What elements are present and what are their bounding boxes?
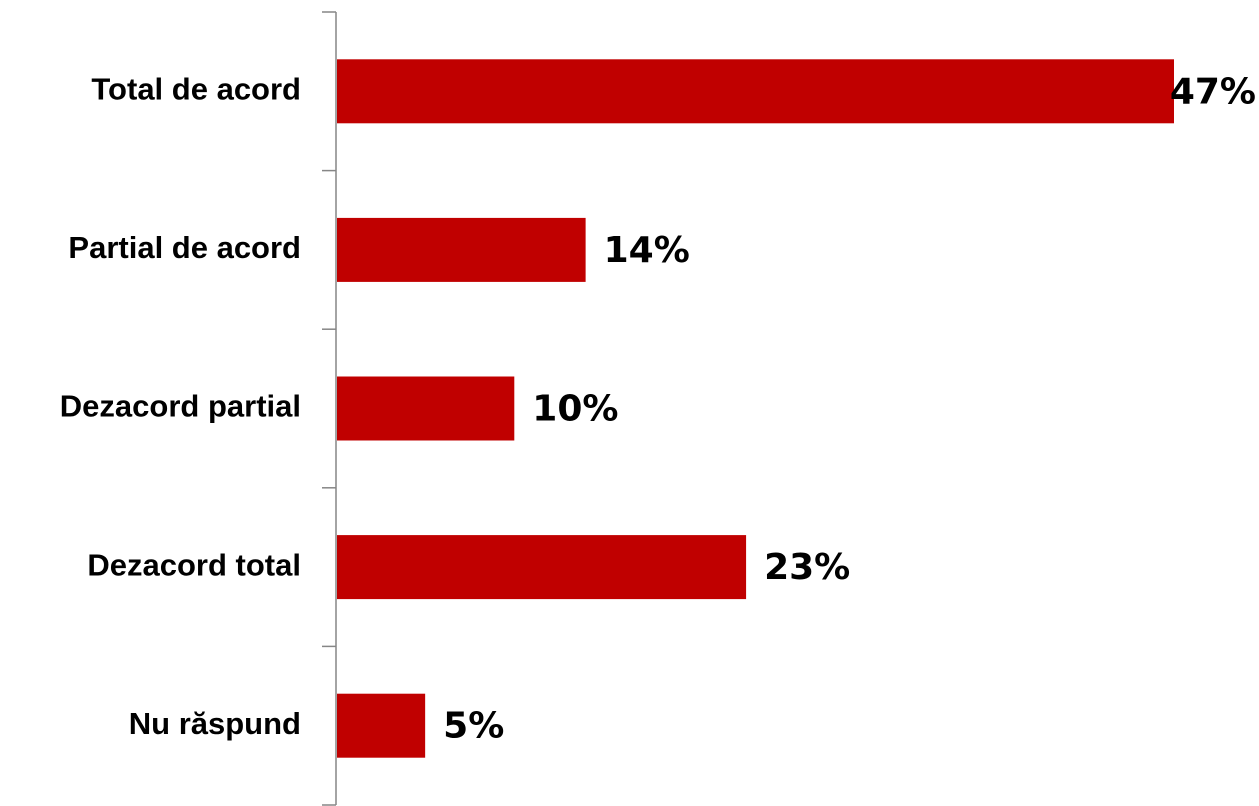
axis-layer: [322, 11, 337, 806]
data-label: 14%: [604, 230, 690, 271]
category-label: Nu răspund: [129, 706, 301, 741]
category-label: Partial de acord: [68, 230, 301, 265]
bar: [337, 535, 747, 600]
bar: [337, 693, 426, 758]
label-layer: Total de acord 47% Partial de acord 14% Deza…: [60, 71, 1256, 746]
bar: [337, 376, 515, 441]
bar: [337, 59, 1174, 124]
data-label: 23%: [764, 547, 850, 588]
category-label: Total de acord: [91, 71, 301, 106]
data-label: 10%: [532, 389, 618, 430]
bar-layer: [337, 59, 1174, 758]
category-label: Dezacord partial: [60, 389, 301, 424]
data-label: 5%: [443, 706, 504, 747]
category-label: Dezacord total: [87, 547, 301, 582]
bar: [337, 217, 586, 282]
data-label: 47%: [1170, 71, 1256, 112]
